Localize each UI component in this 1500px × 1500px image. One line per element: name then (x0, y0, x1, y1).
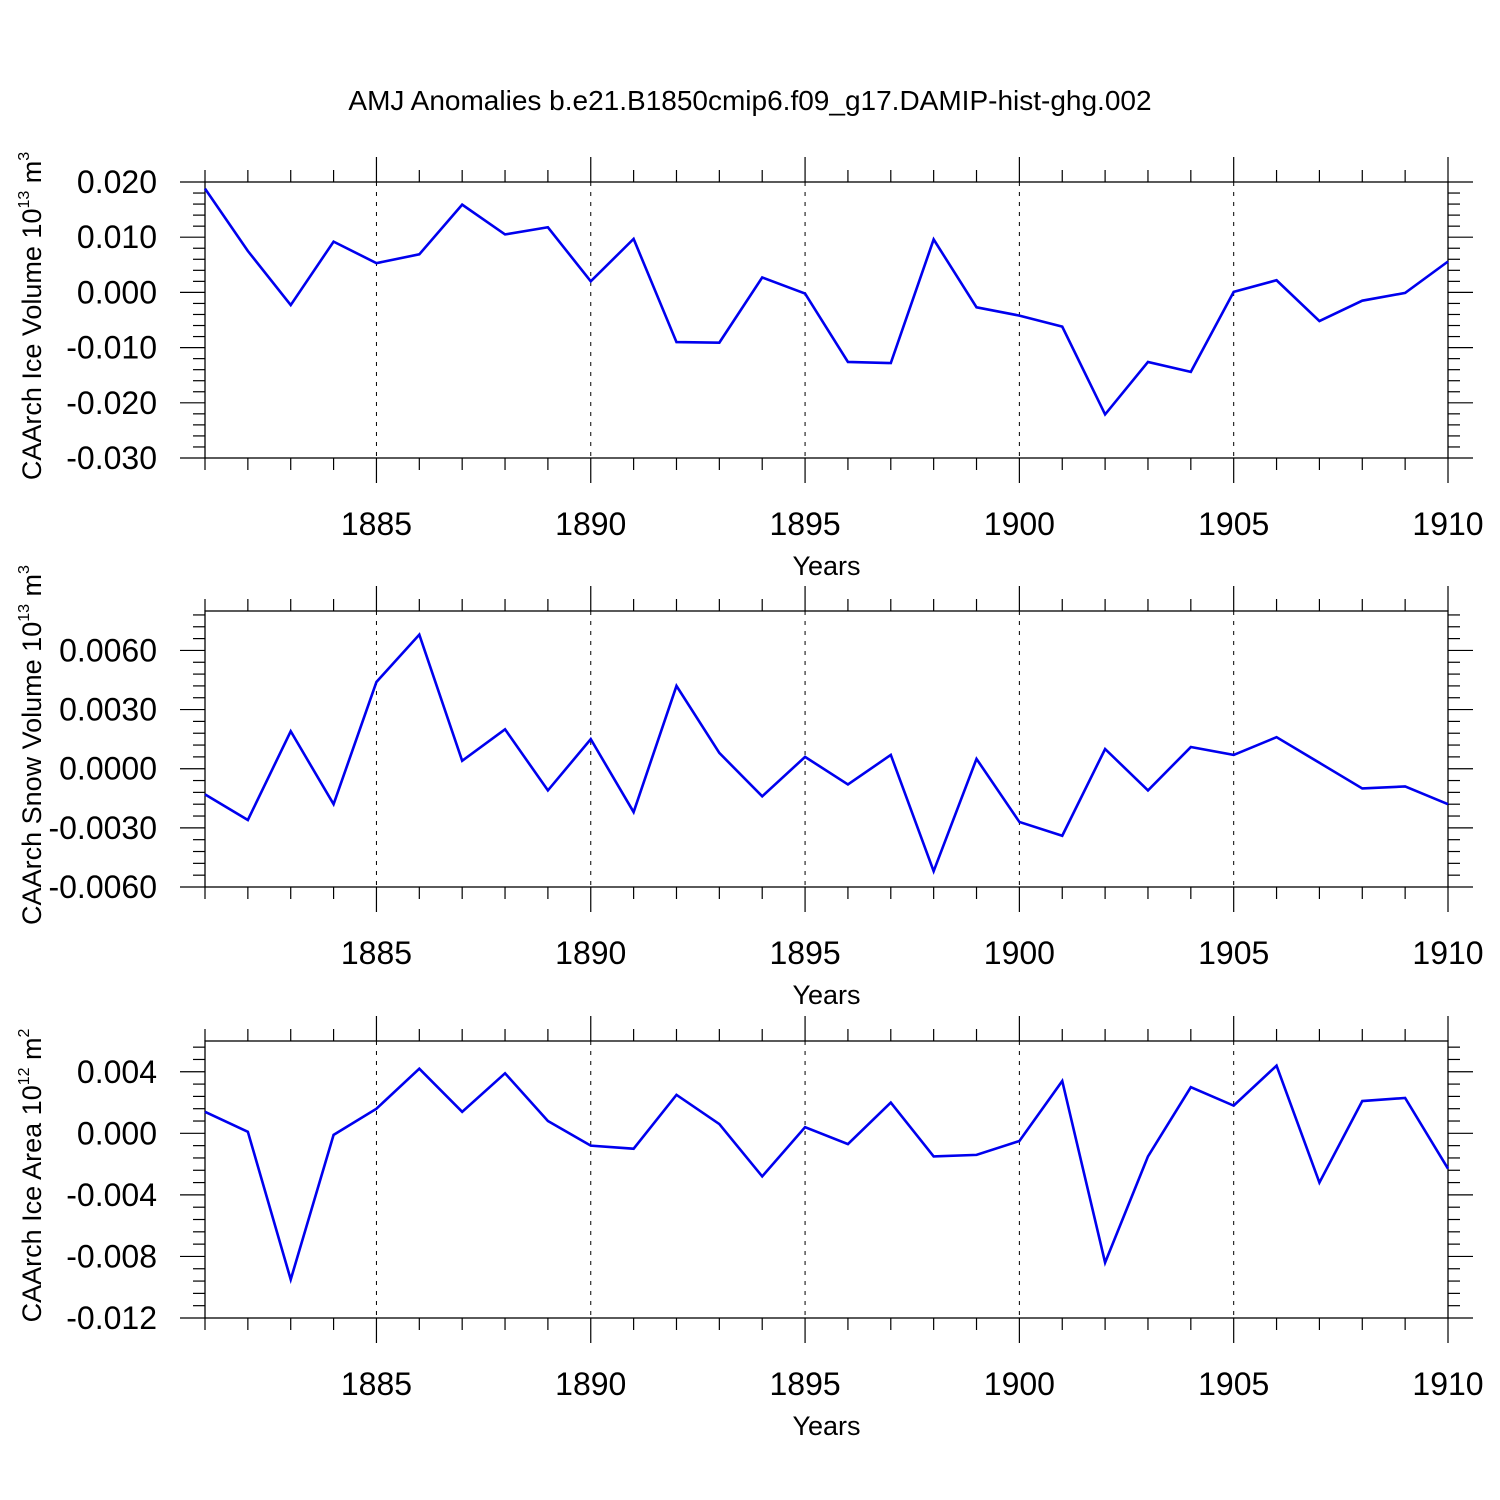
y-axis-label-superscript: 13 (16, 604, 33, 622)
x-tick-label: 1910 (1412, 506, 1483, 542)
y-tick-label: 0.020 (77, 164, 157, 200)
figure-title: AMJ Anomalies b.e21.B1850cmip6.f09_g17.D… (348, 85, 1151, 116)
y-tick-label: -0.0030 (48, 810, 157, 846)
plot-frame (204, 181, 1449, 459)
y-axis-label-text: m (17, 161, 47, 191)
x-tick-label: 1900 (984, 1366, 1055, 1402)
y-axis-label-superscript: 3 (16, 152, 33, 161)
x-tick-label: 1905 (1198, 1366, 1269, 1402)
y-tick-label: 0.0030 (59, 692, 157, 728)
x-tick-label: 1885 (341, 506, 412, 542)
y-axis-label-superscript: 13 (16, 191, 33, 209)
x-tick-label: 1895 (769, 1366, 840, 1402)
series-line (204, 632, 1449, 875)
y-tick-label: 0.0060 (59, 632, 157, 668)
y-tick-label: 0.000 (77, 1115, 157, 1151)
x-tick-label: 1895 (769, 506, 840, 542)
x-tick-label: 1890 (555, 935, 626, 971)
panel-2: -0.0060 -0.0030 0.0000 0.0030 0.0060 1885 1890… (16, 565, 1484, 1010)
x-tick-label: 1885 (341, 1366, 412, 1402)
y-tick-label: -0.010 (66, 330, 157, 366)
x-axis-label: Years (792, 1411, 860, 1441)
y-axis-label-superscript: 3 (16, 565, 33, 574)
plot-frame (204, 1040, 1449, 1319)
panel-3: -0.012 -0.008 -0.004 0.000 0.004 1885 1890 1895… (16, 1016, 1484, 1441)
y-axis-label-superscript: 2 (16, 1028, 33, 1037)
y-axis-label: CAArch Ice Volume 1013 m3 (16, 152, 47, 480)
y-axis-label-superscript: 12 (16, 1067, 33, 1085)
series-line (203, 187, 1449, 417)
y-tick-label: -0.012 (66, 1300, 157, 1336)
y-axis-label: CAArch Ice Area 1012 m2 (16, 1028, 47, 1322)
panels: -0.030 -0.020 -0.010 0.000 0.010 0.020 1885 189… (16, 152, 1484, 1441)
x-axis-label: Years (792, 551, 860, 581)
x-tick-label: 1895 (769, 935, 840, 971)
plot-frame (204, 610, 1449, 888)
x-tick-label: 1905 (1198, 506, 1269, 542)
y-tick-label: 0.004 (77, 1054, 157, 1090)
y-tick-label: 0.0000 (59, 751, 157, 787)
panel-1: -0.030 -0.020 -0.010 0.000 0.010 0.020 1885 189… (16, 152, 1484, 581)
y-tick-label: -0.0060 (48, 869, 157, 905)
x-tick-label: 1905 (1198, 935, 1269, 971)
y-tick-label: -0.008 (66, 1238, 157, 1274)
y-tick-label: 0.000 (77, 274, 157, 310)
y-axis-label: CAArch Snow Volume 1013 m3 (16, 565, 47, 925)
x-tick-label: 1885 (341, 935, 412, 971)
x-tick-label: 1910 (1412, 935, 1483, 971)
y-tick-label: -0.004 (66, 1177, 157, 1213)
x-tick-label: 1900 (984, 935, 1055, 971)
x-tick-label: 1890 (555, 1366, 626, 1402)
series-line (204, 1063, 1450, 1285)
y-axis-label-text: CAArch Snow Volume 10 (17, 622, 47, 925)
y-axis-label-text: m (17, 574, 47, 604)
y-tick-label: -0.020 (66, 385, 157, 421)
x-tick-label: 1890 (555, 506, 626, 542)
x-tick-label: 1910 (1412, 1366, 1483, 1402)
y-tick-label: -0.030 (66, 440, 157, 476)
y-axis-label-text: CAArch Ice Volume 10 (17, 209, 47, 481)
y-axis-label-text: CAArch Ice Area 10 (17, 1085, 47, 1322)
x-tick-label: 1900 (984, 506, 1055, 542)
y-axis-label-text: m (17, 1037, 47, 1067)
y-tick-label: 0.010 (77, 219, 157, 255)
x-axis-label: Years (792, 980, 860, 1010)
